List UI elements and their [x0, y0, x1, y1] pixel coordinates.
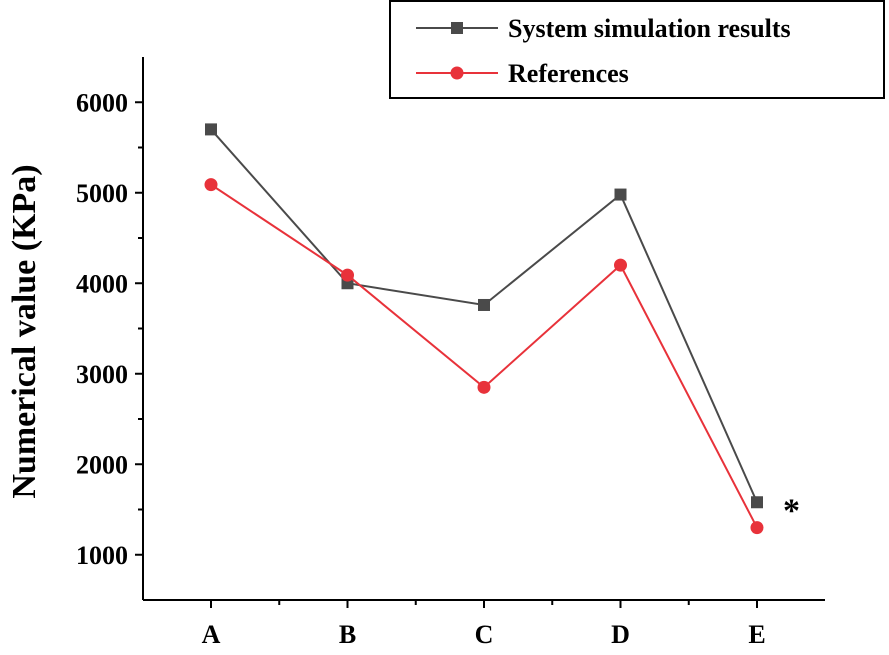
x-ticks: A B C D E	[202, 600, 766, 649]
legend-marker-references	[450, 66, 464, 80]
axes	[142, 57, 825, 601]
legend-box	[389, 0, 885, 99]
data-point-references	[614, 258, 627, 272]
series-layer	[204, 123, 764, 535]
annotation-asterisk: *	[783, 492, 800, 529]
x-tick-label: E	[748, 620, 765, 649]
y-tick-label: 1000	[76, 541, 128, 570]
legend-label-simulation: System simulation results	[508, 14, 791, 43]
x-tick-label: B	[339, 620, 356, 649]
legend-label-references: References	[508, 59, 629, 88]
y-axis-title: Numerical value (KPa)	[6, 164, 43, 498]
data-point-simulation	[205, 123, 217, 136]
x-tick-label: A	[202, 620, 221, 649]
series-line-references	[210, 183, 758, 529]
y-tick-label: 2000	[76, 450, 128, 479]
y-tick-label: 4000	[76, 269, 128, 298]
y-tick-label: 6000	[76, 88, 128, 117]
legend: System simulation results References	[389, 0, 885, 99]
series-line-simulation	[210, 128, 758, 503]
data-point-references	[750, 521, 764, 535]
data-point-simulation	[614, 188, 627, 201]
data-point-references	[341, 268, 354, 282]
data-point-references	[204, 178, 218, 192]
data-point-references	[477, 380, 491, 394]
y-tick-label: 3000	[76, 360, 128, 389]
y-ticks: 1000 2000 3000 4000 5000 6000	[76, 88, 143, 570]
legend-marker-simulation	[451, 22, 463, 34]
y-tick-label: 5000	[76, 179, 128, 208]
data-point-simulation	[478, 298, 490, 311]
x-tick-label: C	[475, 620, 494, 649]
data-point-simulation	[751, 496, 763, 509]
annotations: *	[783, 492, 800, 529]
x-tick-label: D	[611, 620, 630, 649]
